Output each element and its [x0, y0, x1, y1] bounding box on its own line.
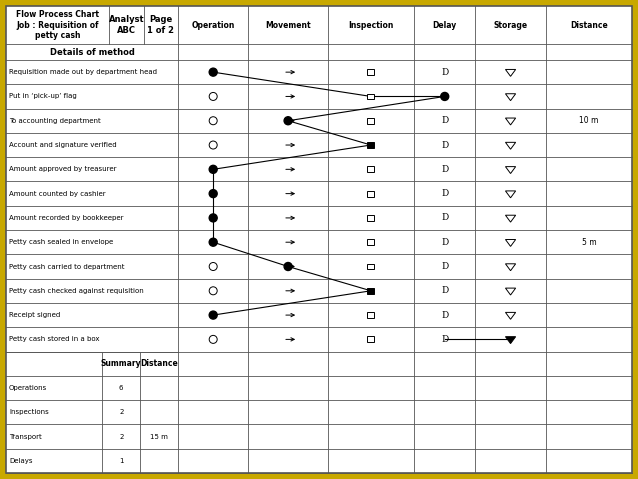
Polygon shape	[505, 337, 516, 343]
Text: D: D	[441, 238, 449, 247]
Polygon shape	[505, 142, 516, 149]
Text: D: D	[441, 165, 449, 174]
Polygon shape	[505, 240, 516, 246]
Text: Distance: Distance	[570, 21, 608, 30]
Text: To accounting department: To accounting department	[9, 118, 101, 124]
Circle shape	[209, 311, 217, 319]
Circle shape	[209, 68, 217, 76]
Text: Storage: Storage	[493, 21, 528, 30]
Text: Amount approved by treasurer: Amount approved by treasurer	[9, 166, 117, 172]
Text: Requisition made out by department head: Requisition made out by department head	[9, 69, 157, 75]
Text: Inspection: Inspection	[348, 21, 394, 30]
Polygon shape	[505, 264, 516, 271]
Bar	[367, 336, 375, 342]
Circle shape	[284, 117, 292, 125]
Polygon shape	[505, 94, 516, 101]
Text: 2: 2	[119, 433, 123, 440]
Text: Account and signature verified: Account and signature verified	[9, 142, 117, 148]
Text: D: D	[441, 262, 449, 271]
Text: D: D	[441, 189, 449, 198]
Text: 10 m: 10 m	[579, 116, 598, 125]
Text: Petty cash stored in a box: Petty cash stored in a box	[9, 336, 100, 342]
Text: Receipt signed: Receipt signed	[9, 312, 60, 318]
Circle shape	[284, 262, 292, 271]
Text: Distance: Distance	[140, 359, 178, 368]
Bar	[367, 240, 375, 245]
Polygon shape	[505, 69, 516, 76]
Bar	[367, 93, 375, 99]
Text: Transport: Transport	[9, 433, 41, 440]
Text: Movement: Movement	[265, 21, 311, 30]
Circle shape	[209, 238, 217, 246]
Text: 6: 6	[119, 385, 124, 391]
Text: D: D	[441, 335, 449, 344]
Text: Petty cash checked against requisition: Petty cash checked against requisition	[9, 288, 144, 294]
Text: Page
1 of 2: Page 1 of 2	[147, 15, 174, 34]
Bar	[367, 312, 375, 318]
Bar	[367, 118, 375, 124]
Text: Operations: Operations	[9, 385, 47, 391]
Bar	[367, 288, 375, 294]
Text: Delay: Delay	[433, 21, 457, 30]
Text: D: D	[441, 310, 449, 319]
Text: Operation: Operation	[191, 21, 235, 30]
Bar	[367, 166, 375, 172]
Text: Analyst
ABC: Analyst ABC	[108, 15, 144, 34]
Text: Amount recorded by bookkeeper: Amount recorded by bookkeeper	[9, 215, 124, 221]
Text: Summary: Summary	[101, 359, 142, 368]
Text: Petty cash carried to department: Petty cash carried to department	[9, 263, 124, 270]
Bar	[367, 69, 375, 75]
Polygon shape	[505, 215, 516, 222]
Text: 15 m: 15 m	[150, 433, 168, 440]
Circle shape	[209, 190, 217, 198]
Text: 5 m: 5 m	[582, 238, 596, 247]
Bar	[367, 191, 375, 196]
Text: D: D	[441, 116, 449, 125]
Text: D: D	[441, 140, 449, 149]
Text: D: D	[441, 68, 449, 77]
Text: 2: 2	[119, 409, 123, 415]
Text: Flow Process Chart
Job : Requisition of
petty cash: Flow Process Chart Job : Requisition of …	[16, 10, 99, 40]
Text: D: D	[441, 286, 449, 295]
Text: Put in ‘pick-up’ flag: Put in ‘pick-up’ flag	[9, 93, 77, 100]
Text: Details of method: Details of method	[50, 47, 135, 57]
Bar	[367, 142, 375, 148]
Polygon shape	[505, 167, 516, 173]
Text: 1: 1	[119, 458, 124, 464]
Polygon shape	[505, 118, 516, 125]
Circle shape	[441, 92, 449, 101]
Polygon shape	[505, 191, 516, 198]
Text: Petty cash sealed in envelope: Petty cash sealed in envelope	[9, 239, 114, 245]
Text: Amount counted by cashier: Amount counted by cashier	[9, 191, 106, 196]
Text: Inspections: Inspections	[9, 409, 48, 415]
Polygon shape	[505, 288, 516, 295]
Polygon shape	[505, 312, 516, 319]
Circle shape	[209, 214, 217, 222]
Text: D: D	[441, 214, 449, 222]
Bar	[367, 263, 375, 270]
Circle shape	[209, 165, 217, 173]
Text: Delays: Delays	[9, 458, 33, 464]
Bar	[367, 215, 375, 221]
